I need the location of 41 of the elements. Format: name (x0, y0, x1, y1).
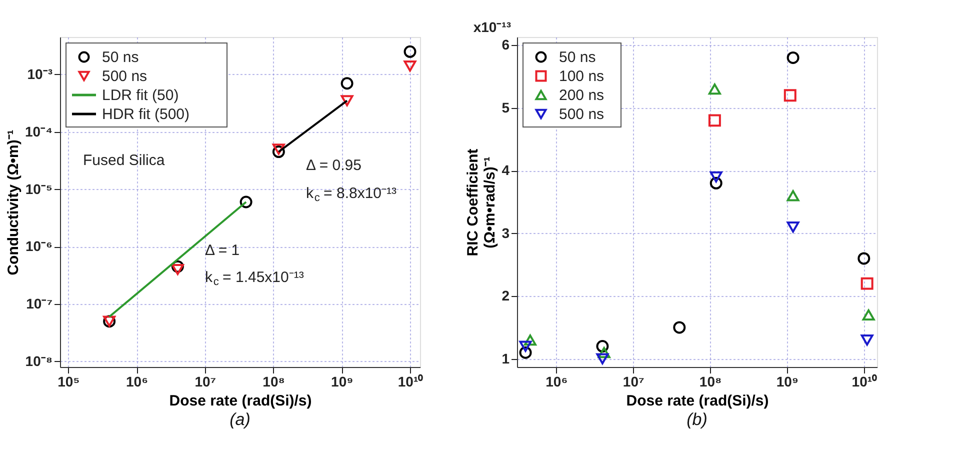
legend-label: HDR fit (500) (102, 106, 190, 123)
y-tick-label: 10⁻⁷ (26, 296, 53, 312)
y-tick-label: 10⁻⁵ (25, 180, 52, 197)
y-tick-label: 10⁻⁶ (25, 238, 52, 254)
y-tick-label: 4 (502, 162, 510, 178)
x-tick-label: 10⁸ (699, 374, 722, 390)
x-tick-label: 10⁸ (262, 374, 285, 390)
legend-label: 200 ns (559, 87, 604, 104)
x-axis-title: Dose rate (rad(Si)/s) (169, 392, 312, 410)
x-tick-label: 10⁶ (546, 374, 568, 390)
text: x10⁻¹³ (473, 19, 512, 36)
y-tick-label: 10⁻³ (27, 66, 53, 82)
y-tick-label: 3 (502, 224, 510, 241)
text: (b) (686, 410, 708, 429)
y-tick-label: 2 (502, 288, 510, 304)
x-axis-title: Dose rate (rad(Si)/s) (626, 392, 769, 410)
legend-label: 50 ns (102, 49, 139, 66)
annotation: Δ = 1 (205, 242, 240, 259)
x-tick-label: 10⁵ (58, 374, 80, 390)
x-tick-label: 10¹⁰ (398, 374, 424, 390)
legend-label: 500 ns (102, 68, 148, 85)
x-tick-label: 10⁹ (776, 374, 799, 390)
legend-label: LDR fit (50) (102, 87, 179, 104)
x-tick-label: 10⁹ (331, 374, 354, 390)
y-axis-title: RIC Coefficient (Ω•m•rad/s)⁻¹ (464, 148, 499, 256)
legend-label: 500 ns (559, 106, 604, 123)
y-tick-label: 1 (502, 350, 510, 366)
x-tick-label: 10⁶ (126, 374, 148, 390)
y-axis-title: Conductivity (Ω•m)⁻¹ (5, 130, 22, 276)
legend-label: 100 ns (559, 68, 604, 85)
text: (a) (230, 410, 250, 429)
annotation: Δ = 0.95 (306, 157, 362, 174)
x-tick-label: 10⁷ (622, 374, 644, 390)
legend-label: 50 ns (559, 49, 596, 66)
x-tick-label: 10⁷ (194, 374, 216, 390)
y-tick-label: 5 (502, 99, 510, 116)
y-tick-label: 10⁻⁴ (25, 123, 53, 140)
annotation: Fused Silica (83, 152, 166, 169)
y-tick-label: 10⁻⁸ (25, 352, 52, 369)
y-tick-label: 6 (502, 36, 510, 53)
x-tick-label: 10¹⁰ (852, 374, 878, 390)
